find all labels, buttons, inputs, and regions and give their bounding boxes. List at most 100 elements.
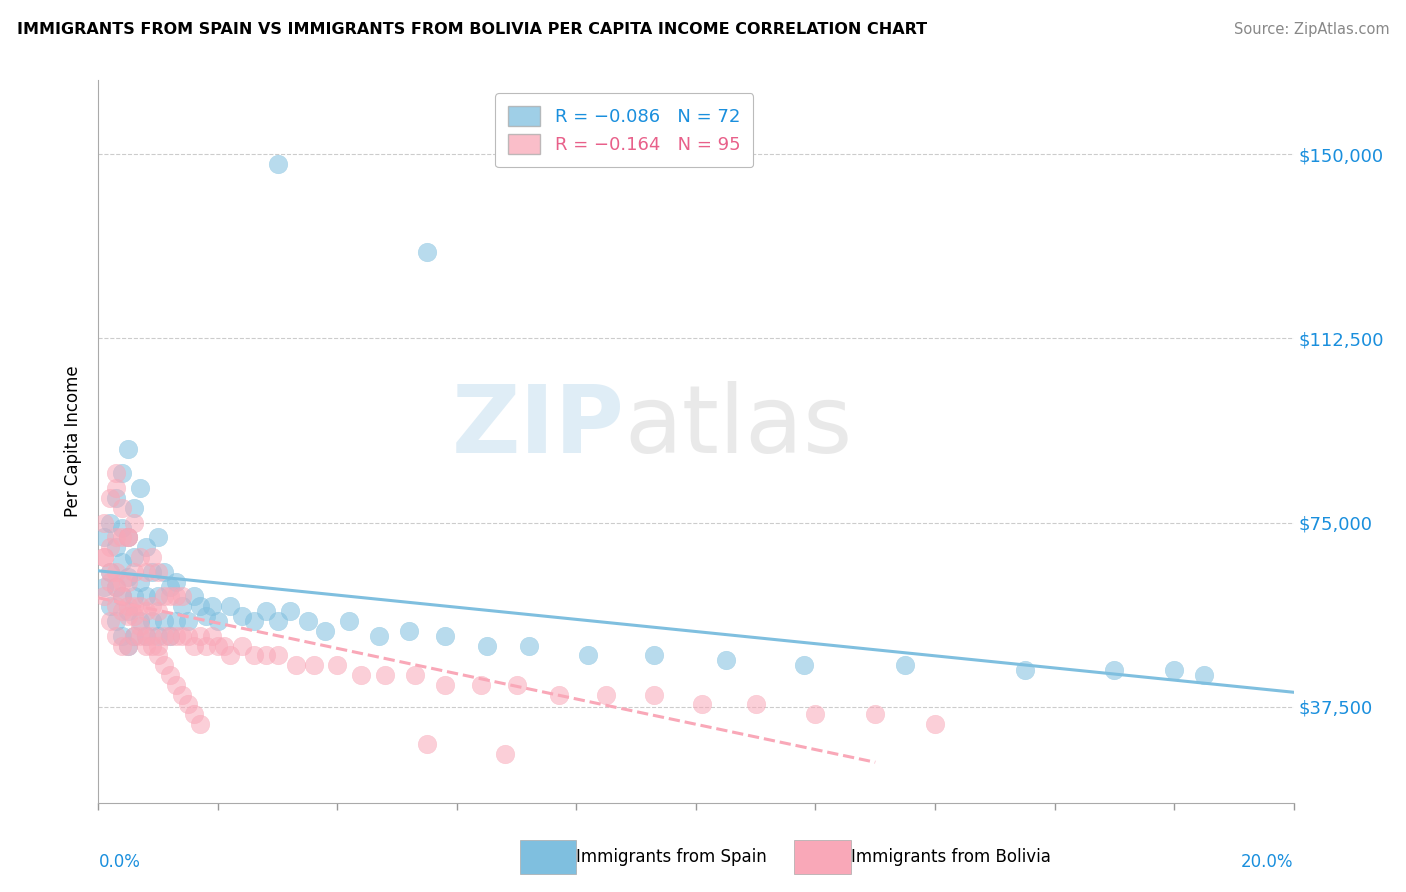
Point	[1192, 668, 1215, 682]
Point	[117, 599, 139, 614]
Point	[172, 629, 194, 643]
Point	[165, 614, 187, 628]
Point	[111, 467, 134, 481]
Point	[517, 639, 540, 653]
Point	[105, 599, 128, 614]
Point	[434, 629, 457, 643]
Point	[148, 639, 170, 653]
Point	[714, 653, 737, 667]
Point	[159, 668, 181, 682]
Point	[135, 565, 157, 579]
Point	[243, 614, 266, 628]
Point	[475, 639, 498, 653]
Point	[148, 604, 170, 618]
Point	[141, 599, 163, 614]
Point	[105, 614, 128, 628]
Text: 20.0%: 20.0%	[1241, 854, 1294, 871]
Point	[105, 540, 128, 554]
Point	[595, 688, 617, 702]
Point	[201, 599, 224, 614]
Point	[578, 648, 600, 663]
Point	[302, 658, 325, 673]
Point	[177, 698, 200, 712]
Point	[117, 442, 139, 456]
Point	[159, 629, 181, 643]
Point	[148, 565, 170, 579]
Point	[141, 629, 163, 643]
Point	[124, 516, 146, 530]
Point	[124, 549, 146, 564]
Text: atlas: atlas	[624, 381, 852, 473]
Point	[105, 580, 128, 594]
Point	[231, 639, 253, 653]
Point	[141, 639, 163, 653]
Point	[267, 614, 290, 628]
Point	[165, 590, 187, 604]
Point	[111, 574, 134, 589]
Point	[188, 629, 211, 643]
Point	[172, 590, 194, 604]
Point	[148, 648, 170, 663]
Point	[148, 590, 170, 604]
Point	[643, 648, 665, 663]
Point	[793, 658, 815, 673]
Point	[924, 717, 946, 731]
Point	[124, 590, 146, 604]
Point	[494, 747, 516, 761]
Point	[98, 565, 122, 579]
Point	[165, 574, 187, 589]
Point	[350, 668, 373, 682]
Point	[111, 530, 134, 544]
Point	[105, 481, 128, 495]
Point	[195, 639, 218, 653]
Point	[231, 609, 253, 624]
Point	[804, 707, 827, 722]
Point	[129, 481, 152, 495]
Point	[111, 639, 134, 653]
Legend: R = −0.086   N = 72, R = −0.164   N = 95: R = −0.086 N = 72, R = −0.164 N = 95	[495, 93, 754, 167]
Point	[117, 530, 139, 544]
Point	[93, 590, 115, 604]
Point	[159, 580, 181, 594]
Point	[98, 491, 122, 505]
Text: Immigrants from Spain: Immigrants from Spain	[576, 848, 768, 866]
Point	[117, 574, 139, 589]
Point	[470, 678, 492, 692]
Point	[219, 648, 242, 663]
Point	[368, 629, 391, 643]
Point	[129, 549, 152, 564]
Y-axis label: Per Capita Income: Per Capita Income	[63, 366, 82, 517]
Point	[177, 629, 200, 643]
Point	[159, 629, 181, 643]
Point	[117, 604, 139, 618]
Point	[165, 629, 187, 643]
Point	[153, 629, 176, 643]
Point	[339, 614, 361, 628]
Point	[243, 648, 266, 663]
Point	[98, 599, 122, 614]
Point	[111, 520, 134, 534]
Point	[690, 698, 713, 712]
Point	[1014, 663, 1036, 677]
Text: Source: ZipAtlas.com: Source: ZipAtlas.com	[1233, 22, 1389, 37]
Point	[111, 555, 134, 569]
Point	[153, 565, 176, 579]
Point	[111, 604, 134, 618]
Point	[124, 500, 146, 515]
Point	[111, 629, 134, 643]
Point	[98, 614, 122, 628]
Point	[297, 614, 319, 628]
Point	[98, 516, 122, 530]
Point	[219, 599, 242, 614]
Point	[434, 678, 457, 692]
Point	[183, 707, 205, 722]
Point	[172, 599, 194, 614]
Point	[153, 614, 176, 628]
Point	[129, 614, 152, 628]
Point	[188, 599, 211, 614]
Point	[254, 604, 277, 618]
Point	[177, 614, 200, 628]
Point	[135, 540, 157, 554]
Point	[117, 609, 139, 624]
Point	[416, 245, 439, 260]
